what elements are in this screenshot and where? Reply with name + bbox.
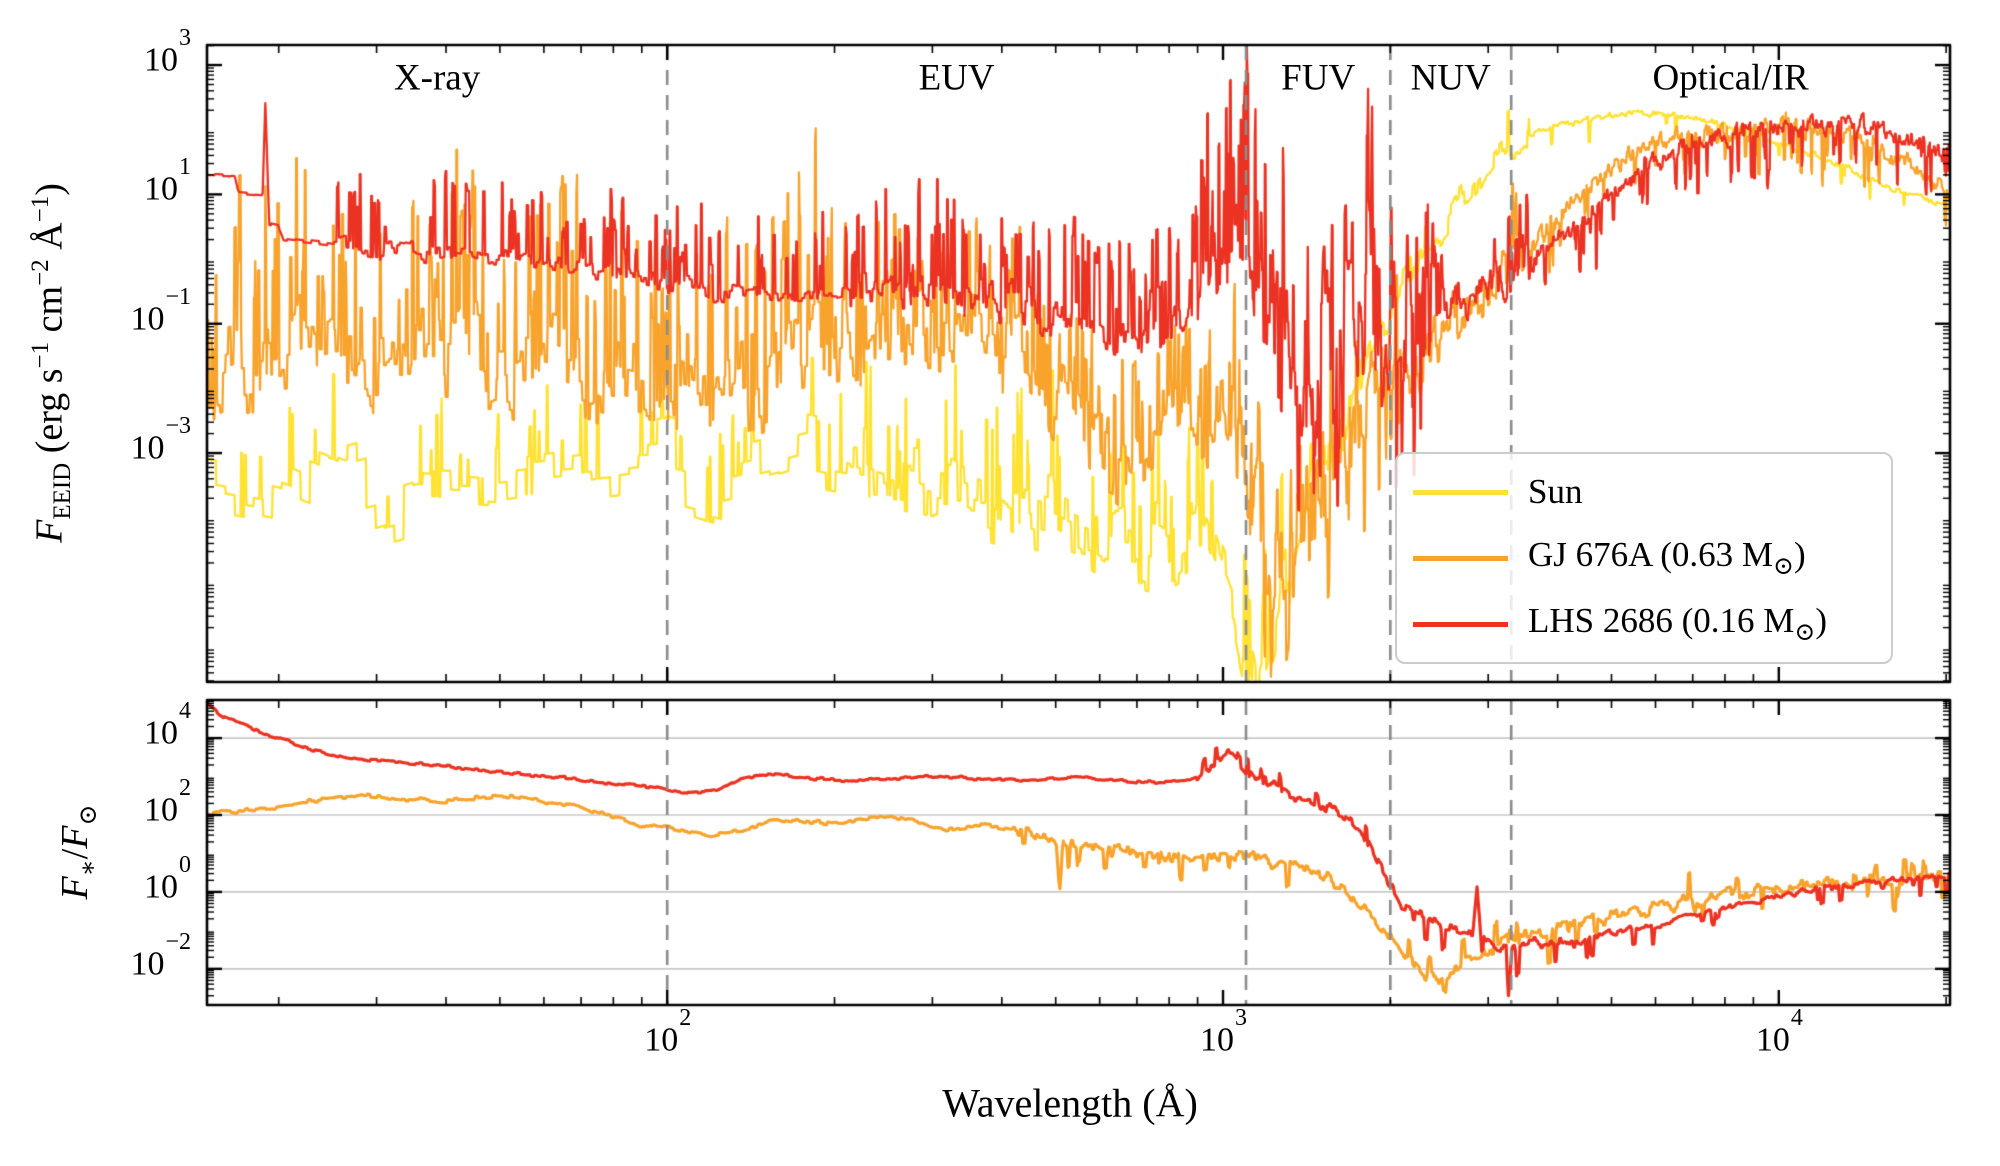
x-tick-label: 102: [644, 1004, 692, 1059]
y-tick-label: 100: [144, 851, 191, 906]
band-label-opticalir: Optical/IR: [1652, 57, 1809, 99]
legend-line-sample: [1413, 621, 1508, 627]
x-tick-label: 104: [1755, 1004, 1803, 1059]
y-tick-label: 10−3: [130, 412, 191, 467]
y-axis-label-flux: FEEID (erg s−1 cm−2 Å−1): [26, 183, 77, 543]
legend-line-sample: [1413, 489, 1508, 495]
y-tick-label: 104: [144, 697, 191, 752]
y-tick-label: 102: [144, 774, 191, 829]
x-tick-label: 103: [1200, 1004, 1247, 1059]
y-tick-label: 103: [144, 24, 191, 79]
band-label-nuv: NUV: [1410, 57, 1491, 99]
y-tick-label: 101: [144, 154, 191, 208]
legend: Sun GJ 676A (0.63 M⊙) LHS 2686 (0.16 M⊙): [1395, 452, 1893, 664]
legend-label: Sun: [1528, 472, 1583, 511]
legend-label: LHS 2686 (0.16 M⊙): [1528, 601, 1828, 646]
band-label-xray: X-ray: [393, 57, 481, 99]
band-label-euv: EUV: [918, 57, 995, 99]
y-tick-label: 10−2: [130, 928, 191, 983]
x-axis-label: Wavelength (Å): [942, 1080, 1198, 1126]
band-label-fuv: FUV: [1281, 57, 1356, 99]
legend-entry: Sun: [1397, 459, 1891, 525]
legend-line-sample: [1413, 555, 1508, 561]
y-tick-label: 10−1: [130, 283, 191, 338]
legend-entry: GJ 676A (0.63 M⊙): [1397, 525, 1891, 591]
legend-entry: LHS 2686 (0.16 M⊙): [1397, 591, 1891, 657]
legend-label: GJ 676A (0.63 M⊙): [1528, 535, 1806, 580]
